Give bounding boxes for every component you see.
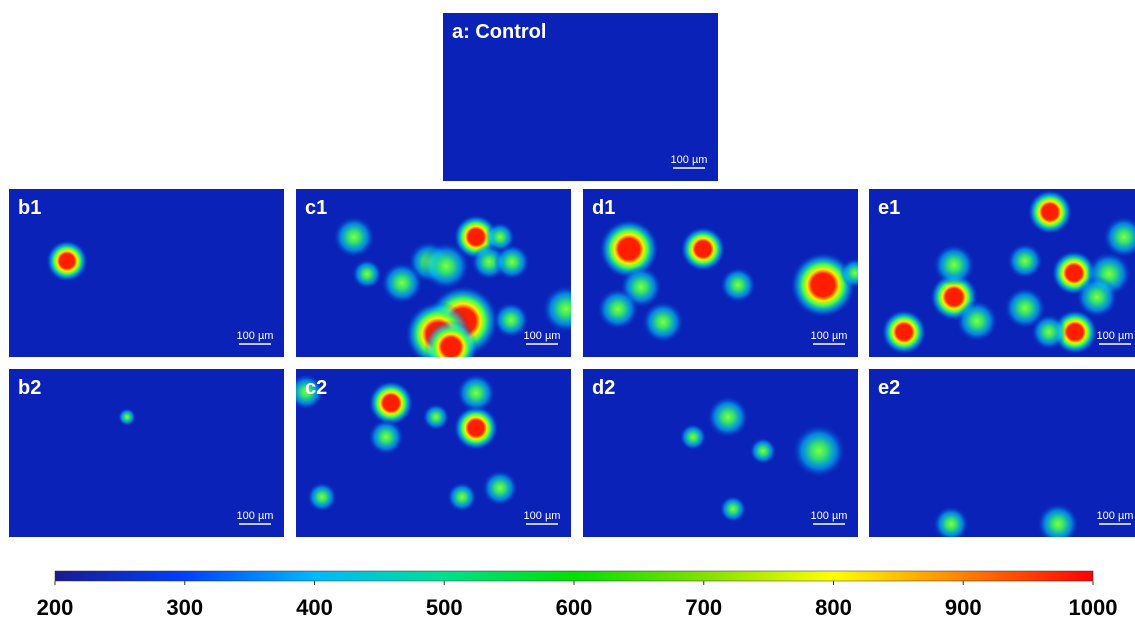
colorbar-tick-label: 600 xyxy=(556,595,593,620)
panel-label: c1 xyxy=(305,197,327,219)
panel-label: d2 xyxy=(592,377,615,399)
colorbar-tick-label: 1000 xyxy=(1069,595,1118,620)
scale-bar-label: 100 µm xyxy=(1097,330,1134,342)
spot xyxy=(597,288,639,330)
spot xyxy=(680,424,707,451)
scale-bar-label: 100 µm xyxy=(811,510,848,522)
colorbar xyxy=(55,571,1093,581)
spot xyxy=(457,374,496,413)
spot xyxy=(307,482,337,512)
colorbar-tick-label: 900 xyxy=(945,595,982,620)
panel: d1 100 µm xyxy=(583,189,870,357)
panel-label: e2 xyxy=(878,377,900,399)
spot xyxy=(333,216,375,258)
spot xyxy=(720,267,756,303)
panel: b2 100 µm xyxy=(9,369,284,537)
spot xyxy=(485,222,515,252)
spot xyxy=(369,381,414,426)
panel-label: e1 xyxy=(878,197,900,219)
spot xyxy=(933,506,969,542)
scale-bar-label: 100 µm xyxy=(671,154,708,166)
spot xyxy=(720,496,747,523)
panel-background xyxy=(869,369,1135,537)
panel-label: c2 xyxy=(305,377,327,399)
colorbar-tick-label: 700 xyxy=(685,595,722,620)
panel-label: d1 xyxy=(592,197,615,219)
spot xyxy=(750,438,777,465)
spot xyxy=(46,240,88,282)
spot xyxy=(840,258,870,288)
spot xyxy=(118,408,136,426)
panel: c2 100 µm xyxy=(288,369,571,537)
spot xyxy=(542,285,590,333)
panel: d2 100 µm xyxy=(583,369,858,537)
spot xyxy=(681,227,726,272)
scale-bar-label: 100 µm xyxy=(237,330,274,342)
colorbar-tick-label: 200 xyxy=(37,595,74,620)
spot xyxy=(642,301,684,343)
spot xyxy=(424,320,478,374)
scale-bar-label: 100 µm xyxy=(811,330,848,342)
spot xyxy=(352,259,382,289)
spot xyxy=(482,470,518,506)
panel: c1 100 µm xyxy=(296,189,590,374)
spot xyxy=(1037,503,1079,545)
spot xyxy=(882,310,927,355)
spot xyxy=(1028,190,1073,235)
spot xyxy=(447,482,477,512)
spot xyxy=(1031,314,1067,350)
colorbar-tick-label: 800 xyxy=(815,595,852,620)
spot xyxy=(707,396,749,438)
spot xyxy=(1076,276,1118,318)
panel-label: b2 xyxy=(18,377,41,399)
spot xyxy=(1007,243,1043,279)
spot xyxy=(933,244,975,286)
spot xyxy=(422,242,470,290)
scale-bar-label: 100 µm xyxy=(524,510,561,522)
panel-label: a: Control xyxy=(452,21,546,43)
colorbar-tick-label: 500 xyxy=(426,595,463,620)
figure: a: Control 100 µm b1 100 µm c1 100 µm d1 100 µm… xyxy=(0,0,1135,621)
panel: a: Control 100 µm xyxy=(443,13,718,181)
panel: e2 100 µm xyxy=(869,369,1135,545)
panel: e1 100 µm xyxy=(869,189,1135,357)
spot xyxy=(956,300,998,342)
panel-label: b1 xyxy=(18,197,41,219)
spot xyxy=(792,424,846,478)
colorbar-tick-label: 400 xyxy=(296,595,333,620)
scale-bar-label: 100 µm xyxy=(237,510,274,522)
spot xyxy=(423,404,450,431)
panel: b1 100 µm xyxy=(9,189,284,357)
scale-bar-label: 100 µm xyxy=(1097,510,1134,522)
spot xyxy=(368,419,404,455)
scale-bar-label: 100 µm xyxy=(524,330,561,342)
spot xyxy=(381,262,423,304)
colorbar-tick-label: 300 xyxy=(166,595,203,620)
